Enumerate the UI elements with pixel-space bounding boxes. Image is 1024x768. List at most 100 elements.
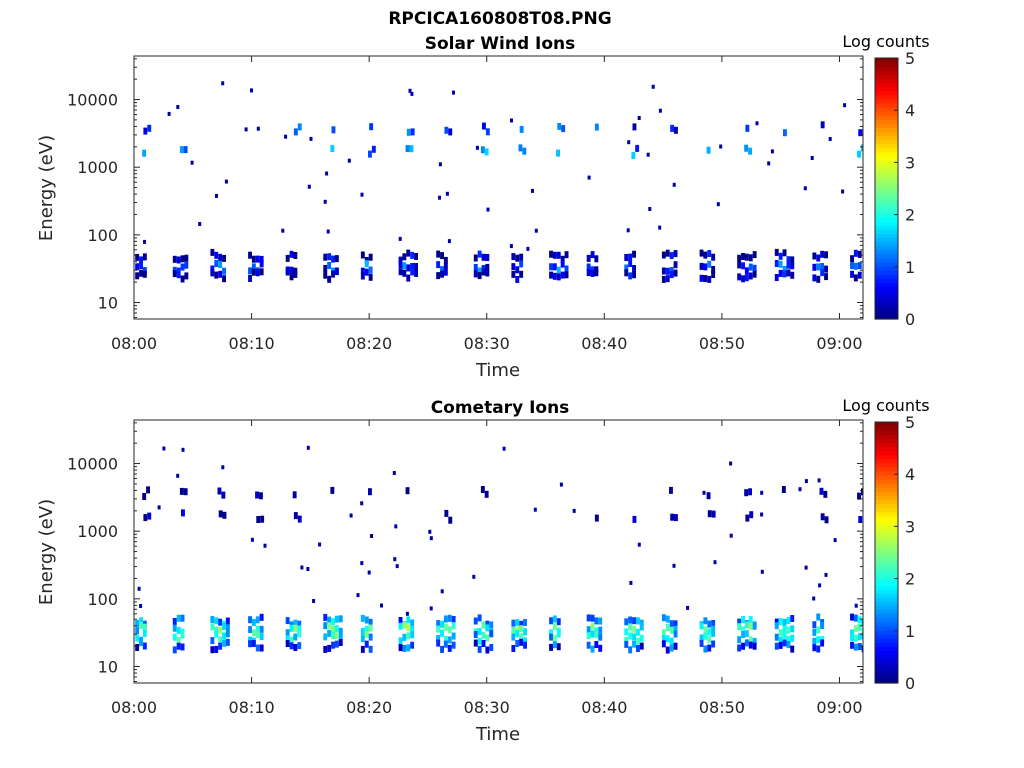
heatmap-cell: [744, 621, 749, 629]
colorbar-swatch: [875, 601, 898, 607]
heatmap-cell: [632, 123, 637, 131]
heatmap-cell: [552, 251, 557, 259]
heatmap-cell: [857, 492, 861, 500]
colorbar-swatch: [875, 200, 898, 206]
heatmap-cell: [410, 626, 415, 634]
heatmap-cell: [289, 266, 294, 274]
heatmap-cell: [429, 536, 433, 541]
heatmap-cell: [473, 264, 478, 271]
heatmap-cell: [783, 129, 787, 137]
heatmap-cell: [440, 266, 444, 274]
heatmap-cell: [624, 640, 629, 648]
colorbar-swatch: [875, 536, 898, 541]
colorbar-swatch: [875, 646, 898, 651]
colorbar-swatch: [875, 78, 898, 84]
y-tick-label: 100: [87, 226, 118, 245]
colorbar-swatch: [875, 86, 898, 92]
colorbar-swatch: [875, 310, 898, 316]
heatmap-cell: [719, 144, 723, 149]
heatmap-cell: [447, 636, 452, 644]
plot-frame: [133, 55, 864, 320]
colorbar-swatch: [875, 225, 898, 230]
heatmap-cell: [436, 635, 441, 642]
colorbar-swatch: [875, 159, 898, 165]
heatmap-cell: [256, 516, 261, 523]
heatmap-cell: [440, 620, 444, 628]
heatmap-cell: [823, 490, 828, 498]
heatmap-cell: [737, 618, 742, 626]
heatmap-cell: [523, 628, 527, 636]
heatmap-cell: [511, 270, 516, 278]
heatmap-cell: [447, 626, 452, 634]
heatmap-cell: [752, 642, 757, 650]
colorbar-swatch: [875, 540, 898, 545]
heatmap-cell: [364, 640, 369, 648]
panel-cometary-ions: Cometary Ions Log counts 08:00 08:10 08:20…: [36, 396, 930, 745]
heatmap-cell: [526, 246, 530, 251]
colorbar-swatch: [875, 544, 898, 550]
heatmap-cell: [180, 263, 185, 271]
x-tick-label: 08:50: [699, 334, 745, 353]
heatmap-cell: [782, 618, 787, 626]
heatmap-cell: [824, 265, 828, 273]
heatmap-cell: [637, 542, 641, 547]
colorbar-swatch: [875, 168, 898, 173]
heatmap-cell: [564, 265, 569, 273]
heatmap-cell: [323, 633, 328, 641]
heatmap-cell: [255, 616, 260, 624]
heatmap-cell: [473, 639, 478, 647]
heatmap-cell: [410, 251, 415, 259]
colorbar-swatch: [875, 581, 898, 586]
heatmap-cell: [183, 488, 188, 496]
heatmap-cell: [810, 156, 814, 160]
heatmap-cell: [594, 123, 599, 131]
colorbar-swatch: [875, 286, 898, 292]
heatmap-cell: [327, 622, 332, 630]
heatmap-cell: [259, 633, 264, 641]
heatmap-cell: [489, 621, 494, 629]
heatmap-cell: [749, 511, 754, 519]
heatmap-cell: [598, 626, 603, 634]
colorbar-swatch: [875, 572, 898, 578]
heatmap-cell: [590, 630, 595, 638]
heatmap-cell: [440, 252, 444, 260]
heatmap-cell: [190, 160, 194, 165]
x-tick-label: 08:20: [346, 334, 392, 353]
colorbar-swatch: [875, 564, 898, 570]
colorbar-swatch: [875, 62, 898, 67]
heatmap-cell: [440, 270, 444, 278]
heatmap-cell: [661, 635, 666, 642]
heatmap-cell: [451, 641, 456, 649]
heatmap-cell: [816, 275, 821, 283]
heatmap-cell: [767, 161, 771, 166]
heatmap-cell: [552, 615, 557, 623]
heatmap-cell: [670, 513, 675, 521]
heatmap-cell: [509, 244, 513, 249]
heatmap-cell: [485, 269, 490, 277]
heatmap-cell: [760, 569, 764, 574]
heatmap-cell: [176, 267, 181, 275]
heatmap-cell: [752, 264, 757, 272]
heatmap-cell: [552, 634, 557, 642]
colorbar-swatch: [875, 674, 898, 680]
heatmap-cell: [549, 271, 553, 279]
heatmap-cell: [402, 269, 407, 277]
heatmap-cell: [293, 619, 298, 627]
heatmap-cell: [398, 261, 403, 269]
heatmap-cell: [511, 627, 516, 635]
heatmap-cell: [853, 274, 858, 282]
colorbar-swatch: [875, 188, 898, 194]
heatmap-cell: [557, 123, 562, 130]
heatmap-cell: [255, 269, 260, 277]
colorbar-swatch: [875, 650, 898, 656]
heatmap-cell: [218, 626, 223, 634]
colorbar-tick-label: 1: [905, 258, 915, 277]
heatmap-cell: [552, 263, 557, 271]
colorbar-swatch: [875, 155, 898, 161]
colorbar-tick-label: 2: [905, 570, 915, 589]
heatmap-cell: [598, 644, 603, 652]
heatmap-cell: [511, 633, 516, 641]
heatmap-cell: [218, 270, 223, 278]
heatmap-cell: [477, 250, 482, 258]
heatmap-cell: [222, 511, 227, 519]
